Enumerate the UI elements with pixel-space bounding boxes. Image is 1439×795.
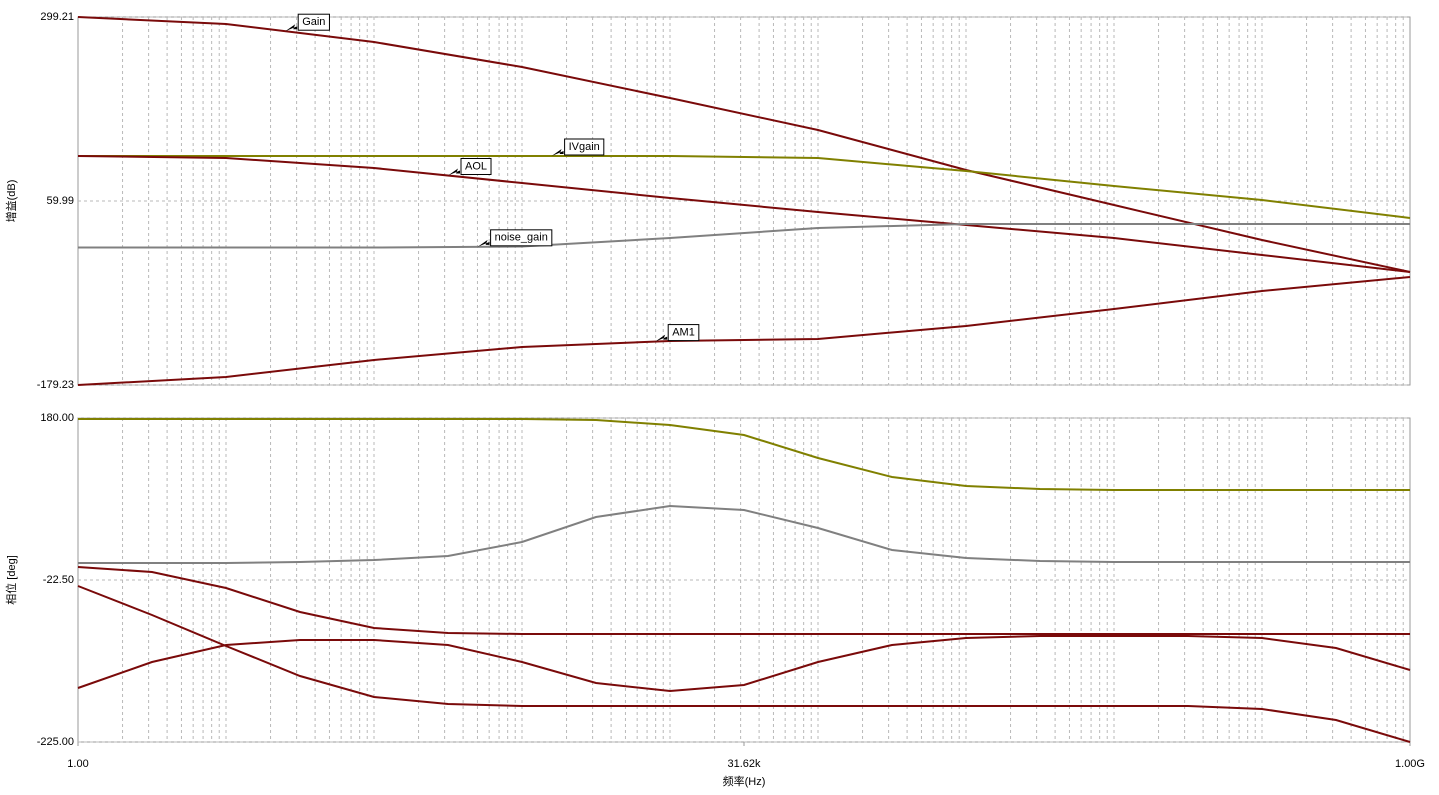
tag-arrow <box>551 148 564 156</box>
series-line <box>77 16 1411 273</box>
series-tag <box>297 13 330 31</box>
tag-arrow <box>448 168 460 176</box>
y-axis-label: 增益(dB) <box>4 180 18 223</box>
series-line <box>77 585 1411 743</box>
series-line <box>78 504 1410 564</box>
y-tick-label: 180.00 <box>40 412 74 424</box>
y-tick-label: -22.50 <box>43 574 74 586</box>
series-line <box>78 223 1410 249</box>
series-tag <box>564 138 605 156</box>
x-axis-label: 频率(Hz) <box>723 774 766 788</box>
tag-arrow <box>285 24 298 32</box>
series-line <box>77 276 1411 386</box>
series-tag <box>667 324 700 342</box>
tag-arrow <box>655 334 668 342</box>
series-line <box>77 635 1411 693</box>
series-tag-label: AM1 <box>672 326 695 338</box>
series-line <box>78 418 1410 491</box>
x-tick-label: 1.00G <box>1395 758 1425 770</box>
y-tick-label: -179.23 <box>37 379 74 391</box>
y-tick-label: -225.00 <box>37 736 74 748</box>
series-line <box>77 566 1410 635</box>
series-tag <box>490 229 553 247</box>
series-line <box>78 155 1411 219</box>
series-tag-label: noise_gain <box>495 232 548 244</box>
x-tick-label: 1.00 <box>67 758 88 770</box>
series-tag-label: IVgain <box>569 141 600 153</box>
series-line <box>77 155 1411 273</box>
y-axis-label: 相位 [deg] <box>4 555 18 605</box>
series-tag-label: AOL <box>465 160 487 172</box>
series-tag-label: Gain <box>302 16 325 28</box>
y-tick-label: 59.99 <box>46 195 74 207</box>
y-tick-label: 299.21 <box>40 11 74 23</box>
x-tick-label: 31.62k <box>727 758 761 770</box>
series-tag <box>460 157 492 175</box>
tag-arrow <box>477 239 490 247</box>
